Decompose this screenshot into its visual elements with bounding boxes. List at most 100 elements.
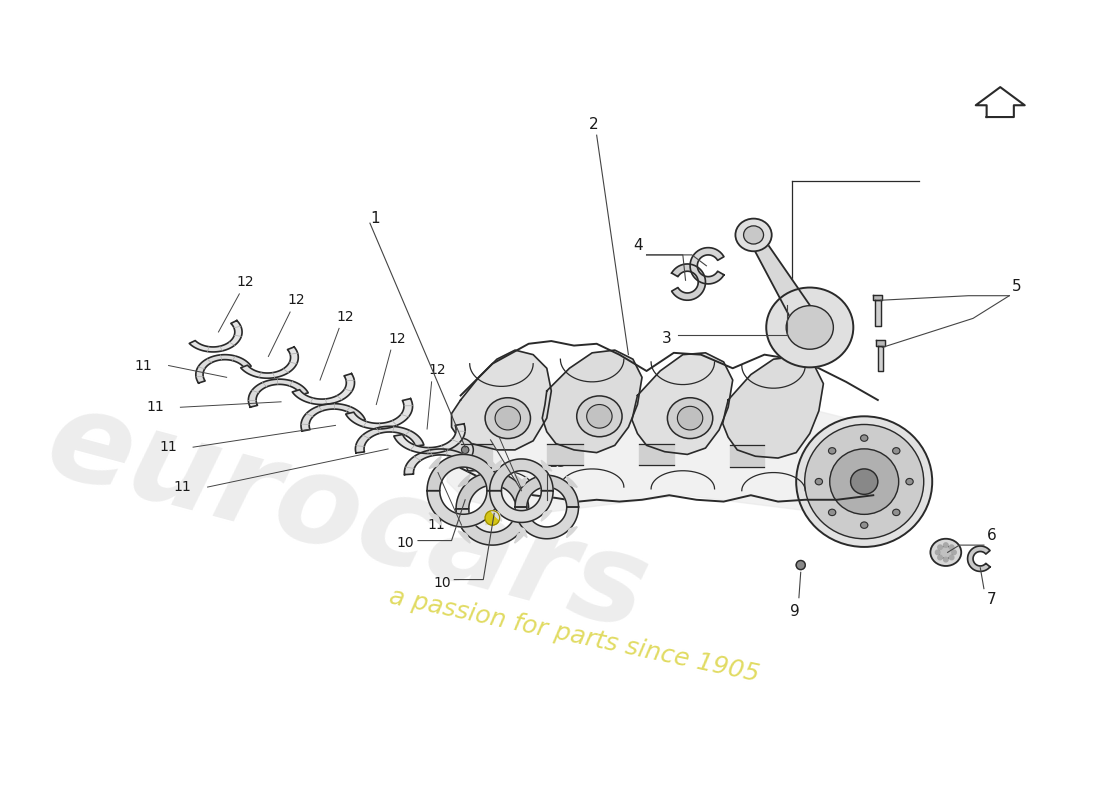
Ellipse shape — [805, 425, 924, 538]
Circle shape — [796, 561, 805, 570]
Polygon shape — [394, 424, 465, 454]
Ellipse shape — [485, 398, 530, 438]
Polygon shape — [516, 526, 527, 538]
Polygon shape — [429, 513, 441, 525]
Polygon shape — [566, 477, 578, 487]
Ellipse shape — [736, 218, 772, 251]
Ellipse shape — [931, 538, 961, 566]
Polygon shape — [452, 350, 551, 450]
Ellipse shape — [495, 406, 520, 430]
Circle shape — [949, 555, 954, 560]
Polygon shape — [976, 87, 1025, 117]
Text: 13: 13 — [470, 422, 487, 436]
Text: 11: 11 — [174, 480, 191, 494]
Ellipse shape — [815, 478, 823, 485]
Text: 11: 11 — [134, 358, 152, 373]
Polygon shape — [876, 340, 886, 346]
Circle shape — [485, 510, 499, 525]
Ellipse shape — [767, 287, 854, 367]
Text: 12: 12 — [236, 275, 254, 290]
Polygon shape — [515, 507, 579, 538]
Polygon shape — [293, 374, 354, 405]
Polygon shape — [241, 347, 298, 378]
Polygon shape — [189, 321, 242, 352]
Circle shape — [938, 555, 943, 560]
Text: 11: 11 — [160, 440, 177, 454]
Text: 7: 7 — [987, 592, 997, 607]
Ellipse shape — [892, 448, 900, 454]
Polygon shape — [485, 457, 497, 469]
Text: 12: 12 — [388, 331, 406, 346]
Circle shape — [952, 550, 956, 554]
Ellipse shape — [829, 449, 899, 514]
Polygon shape — [490, 459, 553, 490]
Polygon shape — [355, 426, 424, 453]
Text: 10: 10 — [433, 576, 451, 590]
Text: 4: 4 — [634, 238, 642, 253]
Ellipse shape — [828, 448, 836, 454]
Polygon shape — [427, 490, 499, 527]
Polygon shape — [427, 454, 499, 490]
Polygon shape — [456, 473, 529, 509]
Text: 2: 2 — [590, 118, 598, 133]
Text: 12: 12 — [287, 294, 305, 307]
Ellipse shape — [860, 522, 868, 528]
Polygon shape — [429, 457, 441, 469]
Polygon shape — [730, 446, 764, 467]
Polygon shape — [632, 353, 733, 454]
Circle shape — [935, 550, 939, 554]
Ellipse shape — [850, 469, 878, 494]
Polygon shape — [542, 350, 642, 453]
Polygon shape — [515, 531, 527, 543]
Text: 1: 1 — [370, 211, 379, 226]
Polygon shape — [876, 300, 880, 326]
Ellipse shape — [678, 406, 703, 430]
Polygon shape — [196, 354, 251, 383]
Circle shape — [949, 545, 954, 550]
Text: 12: 12 — [497, 419, 515, 434]
Polygon shape — [672, 264, 705, 300]
Ellipse shape — [906, 478, 913, 485]
Polygon shape — [878, 346, 883, 371]
Polygon shape — [547, 443, 583, 466]
Ellipse shape — [796, 416, 932, 547]
Polygon shape — [515, 474, 527, 486]
Ellipse shape — [892, 510, 900, 515]
Text: 3: 3 — [662, 331, 672, 346]
Text: 12: 12 — [429, 363, 447, 378]
Circle shape — [938, 545, 943, 550]
Circle shape — [462, 446, 469, 454]
Polygon shape — [490, 490, 553, 522]
Text: eurocars: eurocars — [34, 380, 660, 656]
Text: 12: 12 — [337, 310, 354, 324]
Ellipse shape — [586, 405, 612, 428]
Polygon shape — [723, 357, 824, 458]
Polygon shape — [541, 460, 552, 471]
Polygon shape — [639, 443, 673, 466]
Ellipse shape — [576, 396, 623, 437]
Ellipse shape — [668, 398, 713, 438]
Polygon shape — [345, 398, 412, 429]
Polygon shape — [461, 443, 493, 466]
Text: 13: 13 — [549, 456, 566, 470]
Polygon shape — [301, 404, 365, 431]
Polygon shape — [458, 474, 470, 486]
Polygon shape — [566, 526, 578, 538]
Polygon shape — [968, 546, 990, 571]
Ellipse shape — [828, 510, 836, 515]
Polygon shape — [485, 513, 497, 525]
Polygon shape — [491, 510, 502, 521]
Polygon shape — [456, 509, 529, 545]
Ellipse shape — [744, 226, 763, 244]
Polygon shape — [447, 400, 891, 514]
Polygon shape — [515, 475, 579, 507]
Polygon shape — [873, 294, 882, 300]
Polygon shape — [491, 460, 502, 471]
Ellipse shape — [938, 546, 953, 558]
Polygon shape — [748, 232, 821, 334]
Ellipse shape — [860, 435, 868, 442]
Ellipse shape — [786, 306, 834, 350]
Ellipse shape — [448, 438, 473, 462]
Text: 6: 6 — [987, 528, 997, 543]
Text: a passion for parts since 1905: a passion for parts since 1905 — [387, 585, 761, 687]
